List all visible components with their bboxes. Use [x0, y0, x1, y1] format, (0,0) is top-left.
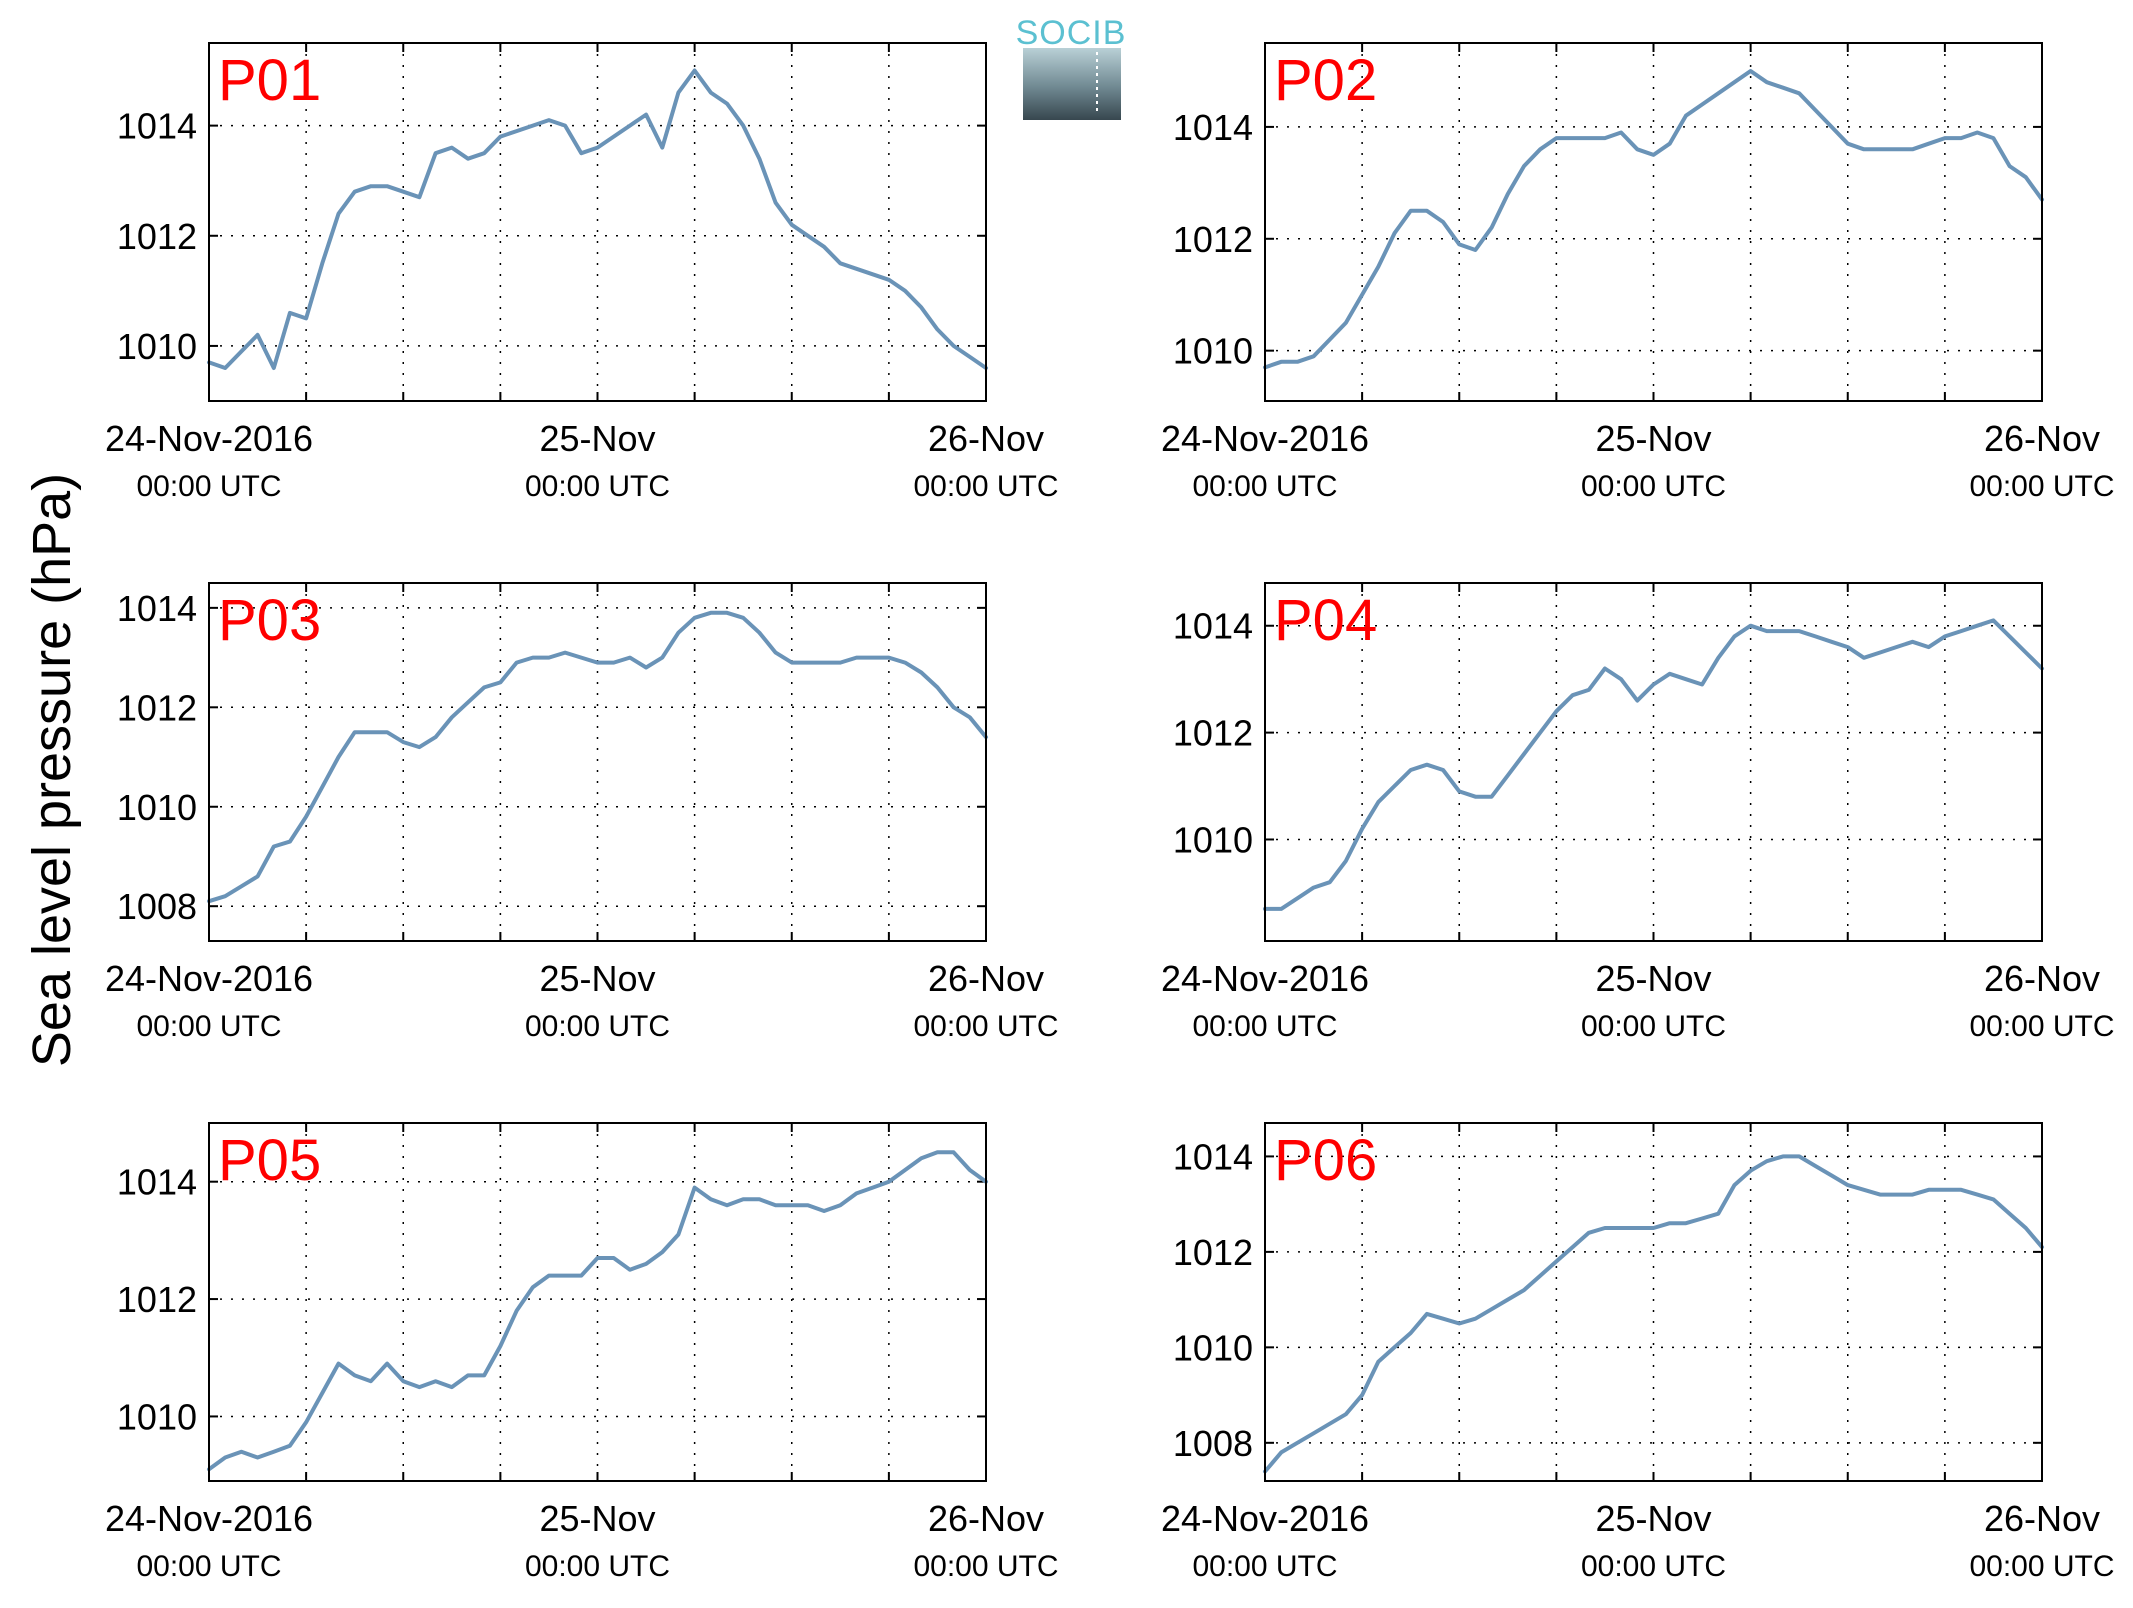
- panel-p01: 1010 1012 1014 P01 24-Nov-2016 00:00 UTC 25-No…: [105, 42, 1059, 503]
- panel-p02: 1010 1012 1014 P02 24-Nov-2016 00:00 UTC 25-No…: [1161, 42, 2115, 503]
- p04-xtick-sublabel: 00:00 UTC: [1581, 1010, 1726, 1043]
- p01-xtick-label: 25-Nov: [539, 418, 655, 459]
- p01-ytick-label: 1012: [117, 216, 197, 257]
- p04-xtick-label: 26-Nov: [1984, 958, 2100, 999]
- panel-p06: 1008 1010 1012 1014 P06 24-Nov-2016 00:00 UTC 2…: [1161, 1122, 2115, 1583]
- p06-ytick-label: 1014: [1173, 1136, 1253, 1177]
- p06-ytick-label: 1012: [1173, 1232, 1253, 1273]
- p06-pressure-line: [1263, 1154, 2044, 1474]
- p04-axes-box: [1264, 582, 2043, 942]
- p01-panel-label: P01: [218, 48, 321, 113]
- p01-ytick-label: 1010: [117, 326, 197, 367]
- p02-xtick-label: 24-Nov-2016: [1161, 418, 1369, 459]
- p06-xtick-label: 26-Nov: [1984, 1498, 2100, 1539]
- p06-ytick-label: 1010: [1173, 1327, 1253, 1368]
- p06-xtick-label: 24-Nov-2016: [1161, 1498, 1369, 1539]
- p06-xtick-label: 25-Nov: [1595, 1498, 1711, 1539]
- p03-ytick-label: 1012: [117, 687, 197, 728]
- p04-panel-label: P04: [1274, 588, 1377, 653]
- p03-pressure-line: [207, 610, 988, 904]
- p05-xtick-label: 26-Nov: [928, 1498, 1044, 1539]
- panel-p05: 1010 1012 1014 P05 24-Nov-2016 00:00 UTC 25-No…: [105, 1122, 1059, 1583]
- socib-logo-block: [1023, 48, 1121, 120]
- p05-xtick-sublabel: 00:00 UTC: [136, 1550, 281, 1583]
- p06-ytick-label: 1008: [1173, 1423, 1253, 1464]
- p01-xtick-sublabel: 00:00 UTC: [525, 470, 670, 503]
- p06-xtick-sublabel: 00:00 UTC: [1192, 1550, 1337, 1583]
- p03-xtick-sublabel: 00:00 UTC: [136, 1010, 281, 1043]
- p03-ytick-label: 1014: [117, 588, 197, 629]
- p05-axes-box: [208, 1122, 987, 1482]
- p05-xtick-sublabel: 00:00 UTC: [525, 1550, 670, 1583]
- p03-axes-box: [208, 582, 987, 942]
- p02-panel-label: P02: [1274, 48, 1377, 113]
- panel-p04: 1010 1012 1014 P04 24-Nov-2016 00:00 UTC 25-No…: [1161, 582, 2115, 1043]
- p03-ytick-label: 1008: [117, 886, 197, 927]
- p01-xtick-sublabel: 00:00 UTC: [136, 470, 281, 503]
- p04-ytick-label: 1014: [1173, 606, 1253, 647]
- p01-xtick-label: 26-Nov: [928, 418, 1044, 459]
- p02-xtick-sublabel: 00:00 UTC: [1192, 470, 1337, 503]
- p05-xtick-sublabel: 00:00 UTC: [913, 1550, 1058, 1583]
- p03-ytick-label: 1010: [117, 787, 197, 828]
- p02-ytick-label: 1010: [1173, 331, 1253, 372]
- p02-xtick-sublabel: 00:00 UTC: [1969, 470, 2114, 503]
- p03-xtick-sublabel: 00:00 UTC: [913, 1010, 1058, 1043]
- panel-p03: 1008 1010 1012 1014 P03 24-Nov-2016 00:00 UTC 2…: [105, 582, 1059, 1043]
- p06-panel-label: P06: [1274, 1128, 1377, 1193]
- p02-xtick-label: 26-Nov: [1984, 418, 2100, 459]
- p02-xtick-label: 25-Nov: [1595, 418, 1711, 459]
- p03-xtick-label: 26-Nov: [928, 958, 1044, 999]
- p05-panel-label: P05: [218, 1128, 321, 1193]
- p04-pressure-line: [1263, 618, 2044, 911]
- p03-xtick-sublabel: 00:00 UTC: [525, 1010, 670, 1043]
- p05-ytick-label: 1010: [117, 1396, 197, 1437]
- p01-pressure-line: [207, 68, 988, 370]
- p05-xtick-label: 25-Nov: [539, 1498, 655, 1539]
- p01-ytick-label: 1014: [117, 106, 197, 147]
- p05-ytick-label: 1012: [117, 1279, 197, 1320]
- p04-ytick-label: 1012: [1173, 713, 1253, 754]
- p04-xtick-sublabel: 00:00 UTC: [1192, 1010, 1337, 1043]
- p01-xtick-label: 24-Nov-2016: [105, 418, 313, 459]
- p02-ytick-label: 1014: [1173, 107, 1253, 148]
- p04-xtick-label: 24-Nov-2016: [1161, 958, 1369, 999]
- p01-xtick-sublabel: 00:00 UTC: [913, 470, 1058, 503]
- p02-ytick-label: 1012: [1173, 219, 1253, 260]
- socib-logo: SOCIB: [1016, 14, 1127, 120]
- p03-xtick-label: 24-Nov-2016: [105, 958, 313, 999]
- p05-ytick-label: 1014: [117, 1162, 197, 1203]
- p04-ytick-label: 1010: [1173, 819, 1253, 860]
- p06-xtick-sublabel: 00:00 UTC: [1969, 1550, 2114, 1583]
- p06-xtick-sublabel: 00:00 UTC: [1581, 1550, 1726, 1583]
- p02-pressure-line: [1263, 69, 2044, 370]
- y-axis-label: Sea level pressure (hPa): [22, 473, 82, 1067]
- socib-logo-text: SOCIB: [1016, 14, 1127, 52]
- p06-axes-box: [1264, 1122, 2043, 1482]
- p03-panel-label: P03: [218, 588, 321, 653]
- p01-axes-box: [208, 42, 987, 402]
- p05-pressure-line: [207, 1150, 988, 1472]
- p02-axes-box: [1264, 42, 2043, 402]
- p04-xtick-label: 25-Nov: [1595, 958, 1711, 999]
- p02-xtick-sublabel: 00:00 UTC: [1581, 470, 1726, 503]
- p03-xtick-label: 25-Nov: [539, 958, 655, 999]
- p05-xtick-label: 24-Nov-2016: [105, 1498, 313, 1539]
- p04-xtick-sublabel: 00:00 UTC: [1969, 1010, 2114, 1043]
